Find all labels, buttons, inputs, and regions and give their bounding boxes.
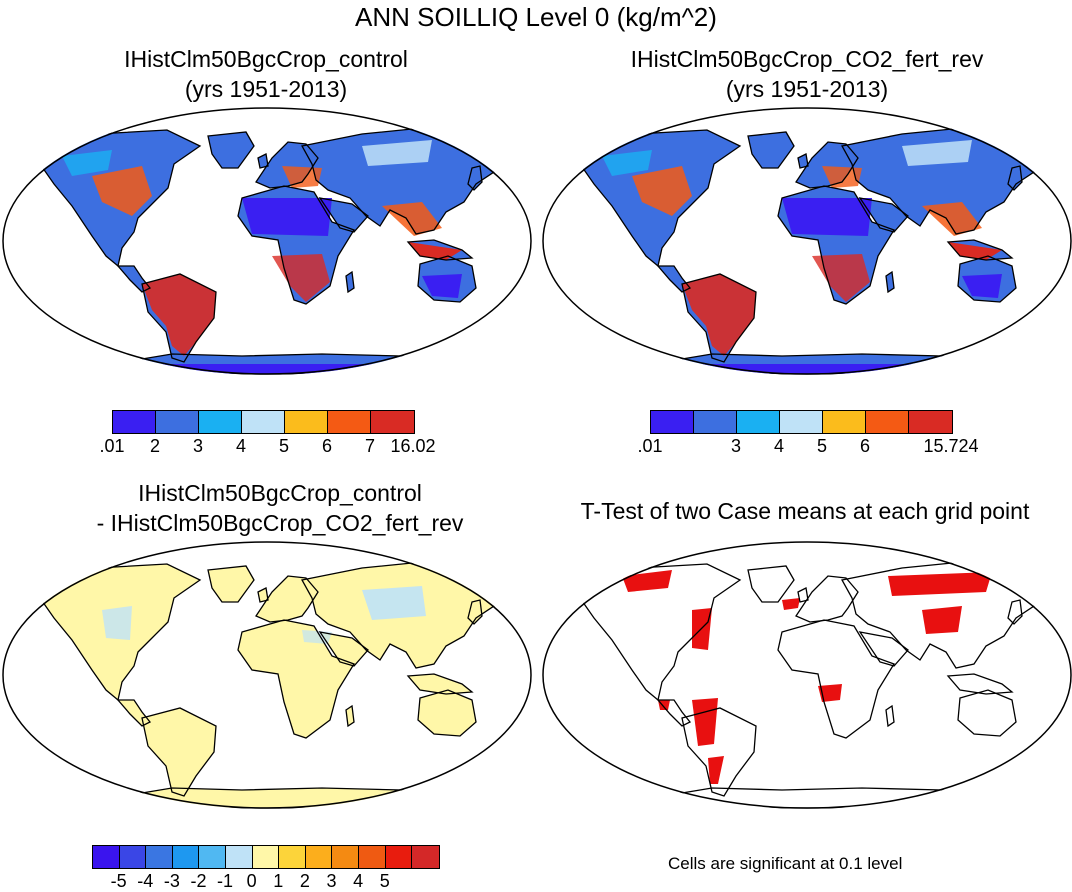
colorbar-cell [305, 846, 333, 868]
colorbar-tick-label: 5 [379, 871, 390, 891]
colorbar-cell [156, 411, 199, 433]
colorbar-cell [252, 846, 280, 868]
colorbar-cell [332, 846, 360, 868]
panel-3-title: IHistClm50BgcCrop_control - IHistClm50Bg… [40, 478, 520, 538]
colorbar-tick-label: -2 [190, 871, 207, 891]
colorbar-tick-label: -4 [137, 871, 154, 891]
colorbar-cell [199, 411, 242, 433]
colorbar-tick-label: -5 [110, 871, 127, 891]
panel-1-title-line2: (yrs 1951-2013) [184, 76, 348, 102]
colorbar-tick-label: 4 [235, 436, 247, 456]
panel-1-title-line1: IHistClm50BgcCrop_control [124, 46, 408, 72]
colorbar-tick-label: 6 [321, 436, 333, 456]
panel-2-title-line1: IHistClm50BgcCrop_CO2_fert_rev [630, 46, 984, 72]
colorbar-tick-label: 16.02 [390, 436, 436, 456]
figure-title: ANN SOILLIQ Level 0 (kg/m^2) [355, 2, 717, 32]
colorbar-tick-label: .01 [99, 436, 125, 456]
colorbar-cell [371, 411, 414, 433]
colorbar-tick-label: .01 [637, 436, 663, 456]
panel-3-title-line1: IHistClm50BgcCrop_control [138, 480, 422, 506]
colorbar-tick-label: 3 [730, 436, 742, 456]
colorbar-tick-label: 1 [273, 871, 284, 891]
colorbar-cell [780, 411, 823, 433]
colorbar-tick-label: 5 [278, 436, 290, 456]
panel-1-map [2, 107, 532, 375]
colorbar-cell [146, 846, 173, 868]
panel-3-map [2, 541, 532, 809]
panel-2-map [542, 107, 1072, 375]
panel-1-title: IHistClm50BgcCrop_control (yrs 1951-2013… [86, 44, 446, 104]
colorbar-tick-label: 15.724 [923, 436, 979, 456]
colorbar-cell [93, 846, 120, 868]
panel-4-title: T-Test of two Case means at each grid po… [540, 496, 1070, 526]
colorbar-cell [279, 846, 306, 868]
colorbar-tick-label: 2 [299, 871, 310, 891]
colorbar-cell [359, 846, 386, 868]
significance-note: Cells are significant at 0.1 level [668, 854, 903, 873]
colorbar-cell [823, 411, 866, 433]
panel-4-map [542, 541, 1072, 809]
panel-4-title-line1: T-Test of two Case means at each grid po… [580, 498, 1030, 524]
panel-2-colorbar [650, 410, 953, 434]
panel-3-colorbar [92, 845, 440, 869]
colorbar-cell [113, 411, 156, 433]
colorbar-cell [737, 411, 780, 433]
colorbar-cell [328, 411, 371, 433]
colorbar-cell [385, 846, 413, 868]
colorbar-cell [866, 411, 909, 433]
colorbar-tick-label: 7 [364, 436, 376, 456]
colorbar-tick-label: 6 [859, 436, 871, 456]
colorbar-tick-label: -1 [217, 871, 234, 891]
colorbar-cell [119, 846, 147, 868]
colorbar-tick-label: 4 [773, 436, 785, 456]
panel-1-colorbar [112, 410, 415, 434]
panel-3-title-line2: - IHistClm50BgcCrop_CO2_fert_rev [96, 510, 464, 536]
colorbar-cell [226, 846, 253, 868]
colorbar-cell [412, 846, 439, 868]
colorbar-tick-label: 3 [192, 436, 204, 456]
colorbar-cell [651, 411, 694, 433]
colorbar-tick-label: 4 [353, 871, 364, 891]
colorbar-tick-label: 5 [816, 436, 828, 456]
colorbar-cell [242, 411, 285, 433]
colorbar-cell [172, 846, 200, 868]
colorbar-cell [199, 846, 227, 868]
colorbar-tick-label: 3 [326, 871, 337, 891]
colorbar-tick-label: 2 [149, 436, 161, 456]
colorbar-cell [909, 411, 952, 433]
panel-2-title-line2: (yrs 1951-2013) [725, 76, 889, 102]
colorbar-tick-label: 0 [246, 871, 257, 891]
panel-2-title: IHistClm50BgcCrop_CO2_fert_rev (yrs 1951… [600, 44, 1014, 104]
colorbar-cell [285, 411, 328, 433]
colorbar-cell [694, 411, 737, 433]
colorbar-tick-label: -3 [163, 871, 180, 891]
